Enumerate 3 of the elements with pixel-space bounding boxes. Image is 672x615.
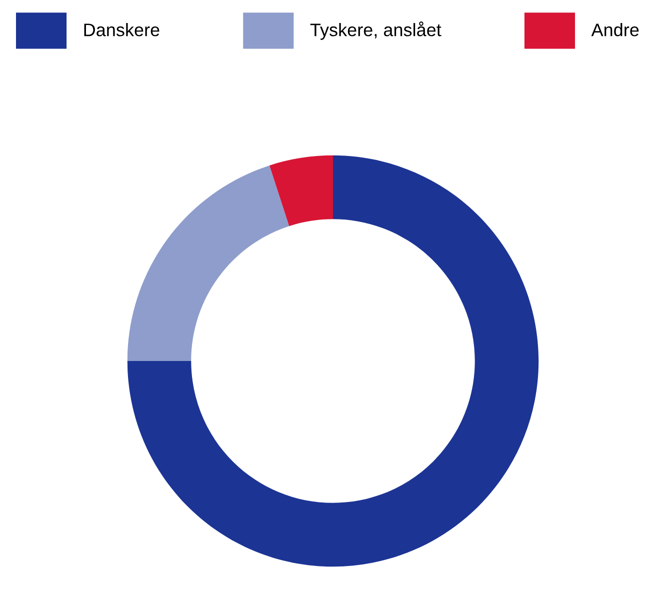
legend-label: Danskere — [84, 23, 160, 36]
legend-label: Andre — [591, 23, 639, 36]
legend-label: Tyskere, anslået — [310, 22, 442, 40]
